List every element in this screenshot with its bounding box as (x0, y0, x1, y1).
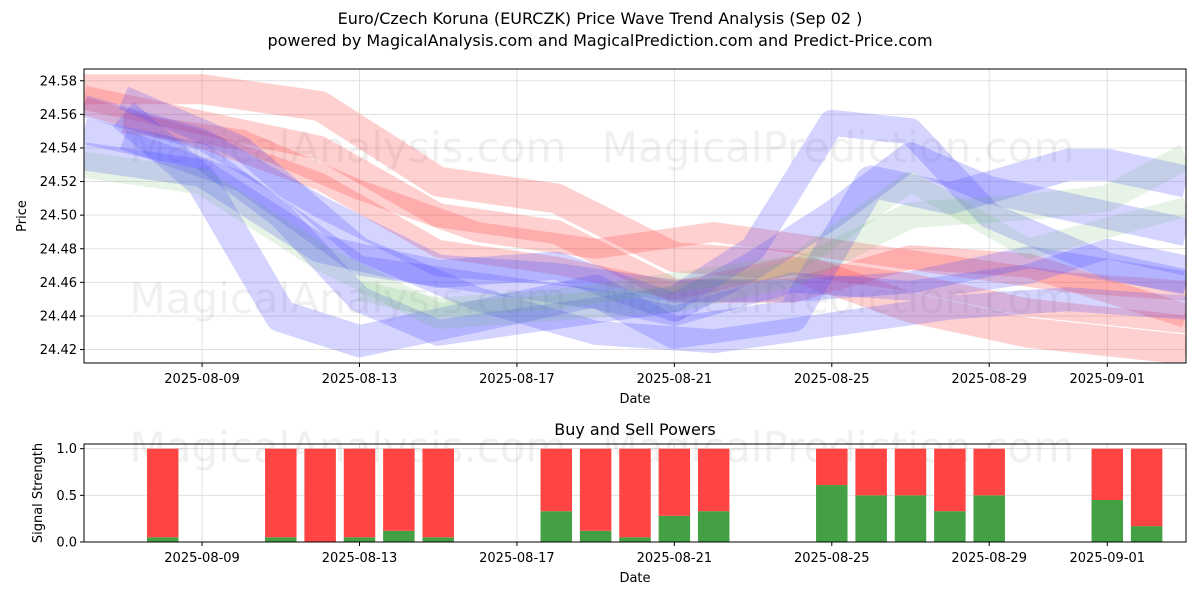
buy-power-bar (422, 537, 454, 542)
price-y-tick-label: 24.48 (40, 242, 77, 257)
price-x-tick-label: 2025-08-17 (479, 372, 555, 387)
price-y-tick-label: 24.44 (40, 309, 77, 324)
sell-power-bar (855, 448, 887, 496)
power-x-tick-label: 2025-08-09 (164, 551, 240, 566)
buy-power-bar (894, 495, 927, 542)
wave-band-red (121, 112, 1186, 301)
power-x-tick-label: 2025-09-01 (1070, 551, 1146, 566)
sell-power-bar (540, 448, 573, 512)
wave-band-blue (84, 109, 1186, 346)
buy-power-bar (658, 515, 691, 542)
wave-band-blue (84, 142, 1186, 322)
price-x-tick-label: 2025-08-29 (951, 372, 1027, 387)
price-x-axis-label: Date (619, 392, 650, 407)
sell-power-bar (1091, 448, 1124, 500)
price-x-tick-label: 2025-08-21 (637, 372, 713, 387)
wave-band-red (84, 74, 1186, 363)
sell-power-bar (383, 448, 415, 531)
sell-power-bar (973, 448, 1005, 496)
buy-power-bar (816, 485, 848, 542)
sell-power-bar (619, 448, 651, 538)
wave-band-red (84, 97, 1186, 334)
power-y-tick-label: 1.0 (56, 442, 77, 457)
price-y-tick-label: 24.52 (40, 175, 77, 190)
buy-power-bar (855, 495, 887, 542)
buy-power-bar (619, 537, 651, 542)
wave-band-blue (118, 86, 1186, 354)
price-y-tick-label: 24.42 (40, 343, 77, 358)
buy-power-bar (383, 530, 415, 542)
sell-power-bar (894, 448, 927, 496)
power-chart-title: Buy and Sell Powers (554, 420, 716, 439)
sell-power-bar (934, 448, 966, 512)
price-y-tick-label: 24.58 (40, 74, 77, 89)
sell-power-bar (265, 448, 297, 538)
sell-power-bar (697, 448, 730, 512)
power-axes-frame (83, 443, 1187, 543)
sell-power-bar (304, 448, 336, 542)
sell-power-bar (816, 448, 848, 486)
buy-power-bar (265, 537, 297, 542)
wave-band-green (84, 144, 1186, 329)
price-y-tick-label: 24.50 (40, 209, 77, 224)
power-x-tick-label: 2025-08-17 (479, 551, 555, 566)
power-x-tick-label: 2025-08-29 (951, 551, 1027, 566)
chart-subtitle: powered by MagicalAnalysis.com and Magic… (267, 31, 933, 50)
sell-power-bar (422, 448, 454, 538)
buy-power-bar (579, 530, 612, 542)
power-x-tick-label: 2025-08-21 (637, 551, 713, 566)
price-x-tick-label: 2025-08-13 (322, 372, 398, 387)
sell-power-bar (658, 448, 691, 516)
wave-bands-group (84, 74, 1186, 363)
price-y-tick-label: 24.46 (40, 276, 77, 291)
buy-power-bar (934, 511, 966, 542)
wave-band-red (84, 85, 1186, 328)
price-x-tick-label: 2025-09-01 (1070, 372, 1146, 387)
power-y-tick-label: 0.0 (56, 536, 77, 551)
watermark-text: MagicalPrediction.com (602, 274, 1075, 323)
wave-band-blue (113, 102, 1186, 358)
buy-power-bar (343, 537, 376, 542)
power-x-tick-label: 2025-08-25 (794, 551, 870, 566)
price-axes-frame (83, 68, 1187, 364)
power-x-tick-label: 2025-08-13 (322, 551, 398, 566)
price-y-axis-label: Price (15, 200, 30, 232)
sell-power-bar (343, 448, 376, 538)
watermark-text: MagicalPrediction.com (602, 123, 1075, 172)
buy-power-bar (540, 511, 573, 542)
buy-power-bar (697, 511, 730, 542)
power-y-tick-label: 0.5 (56, 489, 77, 504)
watermark-text: MagicalAnalysis.com (130, 123, 567, 172)
buy-power-bar (146, 537, 179, 542)
wave-band-blue (120, 130, 1186, 326)
price-x-tick-label: 2025-08-25 (794, 372, 870, 387)
power-x-axis-label: Date (619, 571, 650, 586)
buy-power-bar (973, 495, 1005, 542)
wave-band-blue (84, 95, 1186, 302)
price-x-tick-label: 2025-08-09 (164, 372, 240, 387)
power-y-axis-label: Signal Strength (31, 443, 46, 543)
price-y-tick-label: 24.54 (40, 141, 77, 156)
chart-title: Euro/Czech Koruna (EURCZK) Price Wave Tr… (337, 9, 863, 28)
watermark-text: MagicalAnalysis.com (130, 274, 567, 323)
chart-title-block: Euro/Czech Koruna (EURCZK) Price Wave Tr… (0, 8, 1200, 52)
price-y-tick-label: 24.56 (40, 108, 77, 123)
sell-power-bar (146, 448, 179, 538)
buy-power-bar (1091, 500, 1124, 542)
buy-power-bar (1130, 526, 1163, 542)
sell-power-bar (579, 448, 612, 531)
sell-power-bar (1130, 448, 1163, 527)
wave-band-green (357, 171, 1186, 318)
